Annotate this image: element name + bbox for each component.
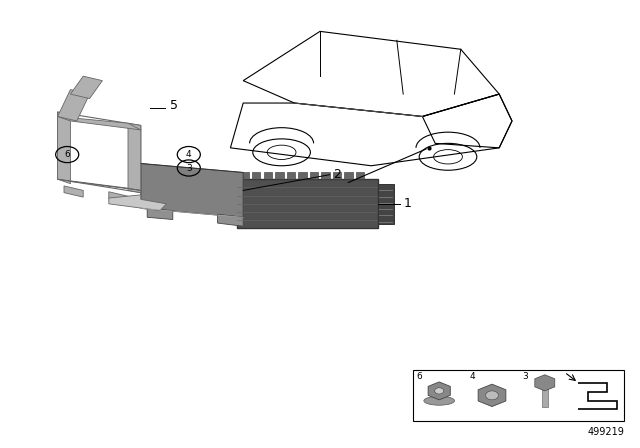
Text: 5: 5 xyxy=(170,99,178,112)
Bar xyxy=(252,172,260,179)
Circle shape xyxy=(435,388,444,394)
Polygon shape xyxy=(58,179,141,190)
Bar xyxy=(356,172,364,179)
Bar xyxy=(237,179,378,228)
Text: 3: 3 xyxy=(522,372,528,381)
Bar xyxy=(310,172,318,179)
Polygon shape xyxy=(64,186,83,197)
Polygon shape xyxy=(109,195,166,211)
Polygon shape xyxy=(535,375,555,391)
Polygon shape xyxy=(58,116,141,130)
Bar xyxy=(333,172,341,179)
Polygon shape xyxy=(109,192,128,203)
Bar xyxy=(298,172,307,179)
Polygon shape xyxy=(58,112,70,184)
Text: 2: 2 xyxy=(333,168,340,181)
Polygon shape xyxy=(218,214,243,226)
Polygon shape xyxy=(141,164,243,217)
Text: 499219: 499219 xyxy=(587,427,624,437)
Text: 6: 6 xyxy=(417,372,422,381)
Bar xyxy=(321,172,330,179)
Bar xyxy=(378,184,394,224)
Text: 4: 4 xyxy=(186,150,191,159)
Bar xyxy=(344,172,353,179)
Circle shape xyxy=(486,391,499,400)
Text: 4: 4 xyxy=(470,372,475,381)
Polygon shape xyxy=(428,382,451,400)
Polygon shape xyxy=(70,76,102,99)
Polygon shape xyxy=(478,384,506,407)
Polygon shape xyxy=(147,208,173,220)
Bar xyxy=(241,172,249,179)
Text: 1: 1 xyxy=(403,197,411,211)
Bar xyxy=(413,370,624,421)
Bar xyxy=(287,172,295,179)
Polygon shape xyxy=(128,123,141,193)
Text: 6: 6 xyxy=(65,150,70,159)
Bar xyxy=(541,382,548,407)
Ellipse shape xyxy=(424,396,454,405)
Polygon shape xyxy=(58,90,90,121)
Bar xyxy=(275,172,284,179)
Text: 3: 3 xyxy=(186,164,191,172)
Bar xyxy=(264,172,272,179)
